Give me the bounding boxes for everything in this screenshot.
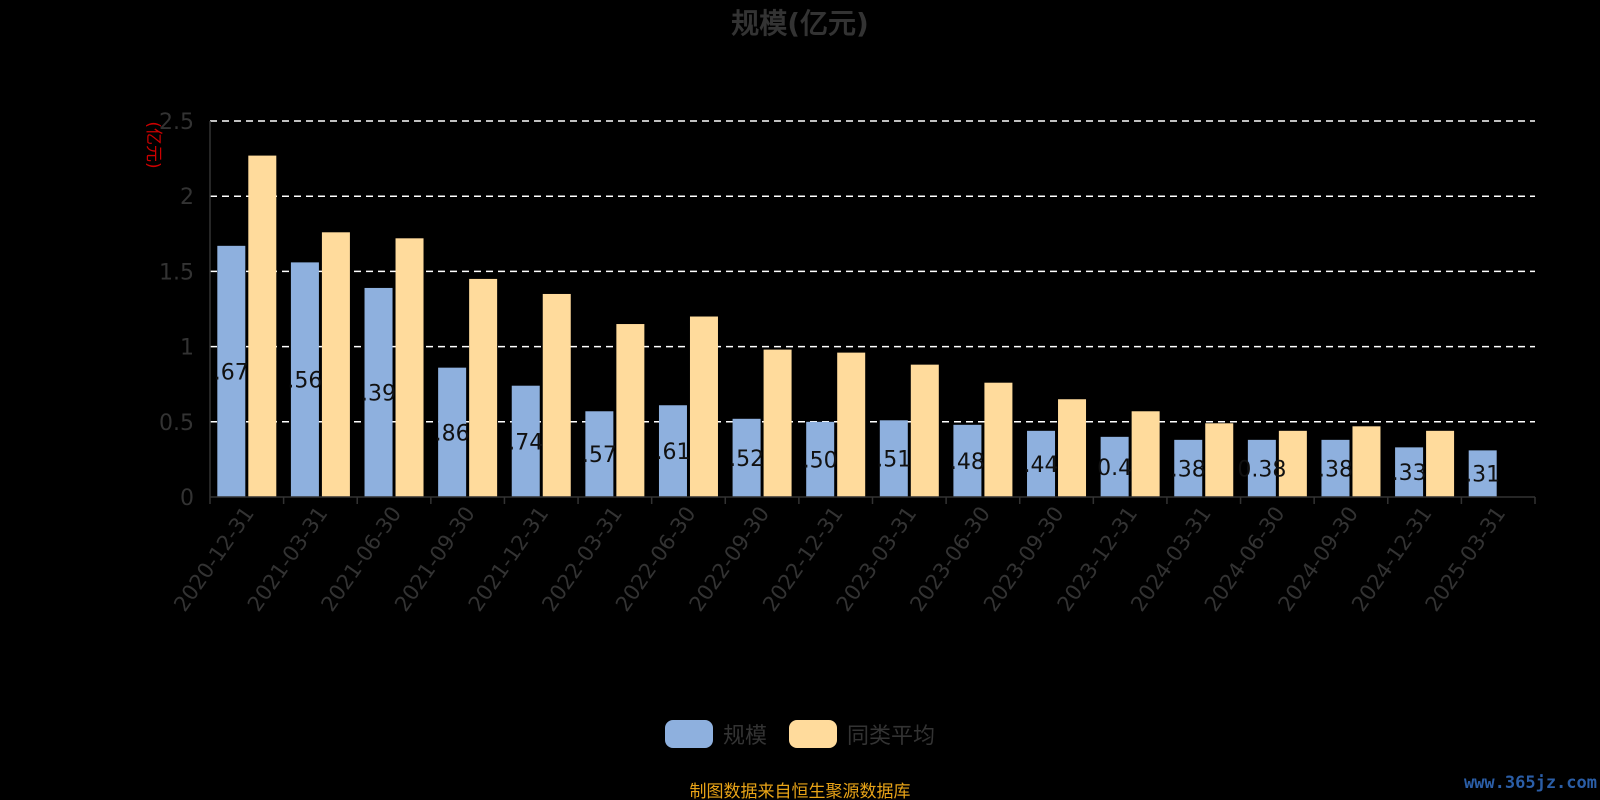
- bar-data-label: .44: [1024, 453, 1059, 478]
- y-tick-label: 0.5: [159, 411, 194, 436]
- legend-item-scale[interactable]: 规模: [664, 718, 767, 750]
- bar-data-label: .50: [803, 448, 838, 473]
- bar-scale[interactable]: [953, 424, 982, 497]
- bar-data-label: .48: [950, 450, 985, 475]
- bar-peer-average[interactable]: [321, 232, 350, 497]
- bar-peer-average[interactable]: [984, 382, 1013, 497]
- bar-scale[interactable]: [1100, 436, 1129, 497]
- bar-data-label: .39: [361, 381, 396, 406]
- bar-scale[interactable]: [217, 245, 246, 497]
- bar-data-label: .38: [1318, 457, 1353, 482]
- data-source-note: 制图数据来自恒生聚源数据库: [689, 782, 911, 800]
- bar-peer-average[interactable]: [910, 364, 939, 497]
- bar-data-label: .38: [1171, 457, 1206, 482]
- legend-label-peer-average: 同类平均: [847, 724, 936, 749]
- y-tick-label: 2.5: [159, 110, 194, 135]
- bar-scale[interactable]: [1321, 439, 1350, 497]
- bar-scale[interactable]: [585, 411, 614, 497]
- bar-scale[interactable]: [290, 262, 319, 497]
- bar-scale[interactable]: [1174, 439, 1203, 497]
- bar-peer-average[interactable]: [1131, 411, 1160, 497]
- bar-peer-average[interactable]: [763, 349, 792, 497]
- bar-data-label: .31: [1465, 463, 1500, 488]
- bar-peer-average[interactable]: [542, 293, 571, 497]
- bar-scale[interactable]: [511, 385, 540, 497]
- grid-layer: [210, 120, 1535, 423]
- bar-scale[interactable]: [364, 287, 393, 497]
- bar-scale[interactable]: [732, 418, 761, 497]
- bar-peer-average[interactable]: [837, 352, 866, 497]
- bar-data-label: 0.4: [1097, 456, 1132, 481]
- bar-peer-average[interactable]: [395, 238, 424, 497]
- bar-peer-average[interactable]: [248, 155, 277, 498]
- watermark: www.365jz.com: [1463, 773, 1597, 793]
- bar-scale[interactable]: [1247, 439, 1276, 497]
- bar-scale[interactable]: [806, 421, 835, 497]
- bar-data-label: .67: [214, 360, 249, 385]
- labels-layer: .67 .56 .39 .86 .74 .57 .61 .52 .50 .51 .48 .44 0.4.…: [214, 360, 1500, 487]
- bar-data-label: .61: [655, 440, 690, 465]
- bar-data-label: 0.38: [1237, 457, 1286, 482]
- bar-data-label: .51: [876, 448, 911, 473]
- bar-peer-average[interactable]: [616, 324, 645, 497]
- legend: 规模 同类平均: [0, 718, 1600, 750]
- legend-swatch-peer-average: [789, 720, 837, 748]
- y-tick-label: 0: [180, 486, 194, 511]
- y-tick-label: 1.5: [159, 260, 194, 285]
- bar-peer-average[interactable]: [1058, 399, 1087, 497]
- bar-data-label: .52: [729, 447, 764, 472]
- bar-scale[interactable]: [438, 367, 467, 497]
- chart-title: 规模(亿元): [731, 7, 869, 40]
- bar-peer-average[interactable]: [469, 278, 498, 497]
- bar-peer-average[interactable]: [1426, 430, 1455, 497]
- bar-scale[interactable]: [658, 405, 687, 497]
- bars-layer: [217, 155, 1497, 498]
- bar-scale[interactable]: [879, 420, 908, 497]
- legend-item-peer-average[interactable]: 同类平均: [789, 718, 935, 750]
- y-tick-label: 2: [180, 185, 194, 210]
- y-axis-title: (亿元): [143, 121, 163, 168]
- bar-scale[interactable]: [1468, 450, 1497, 497]
- bar-data-label: .57: [582, 443, 617, 468]
- legend-swatch-scale: [664, 720, 713, 748]
- bar-scale[interactable]: [1027, 430, 1056, 497]
- bar-data-label: .33: [1392, 461, 1427, 486]
- y-tick-label: 1: [180, 336, 194, 361]
- bar-peer-average[interactable]: [1352, 426, 1381, 497]
- bar-peer-average[interactable]: [1205, 423, 1234, 497]
- bar-data-label: .86: [435, 421, 470, 446]
- legend-label-scale: 规模: [722, 724, 767, 749]
- bar-peer-average[interactable]: [689, 316, 718, 497]
- bar-peer-average[interactable]: [1278, 430, 1307, 497]
- bar-scale[interactable]: [1395, 447, 1424, 497]
- bar-data-label: .56: [287, 369, 322, 394]
- bar-data-label: .74: [508, 430, 543, 455]
